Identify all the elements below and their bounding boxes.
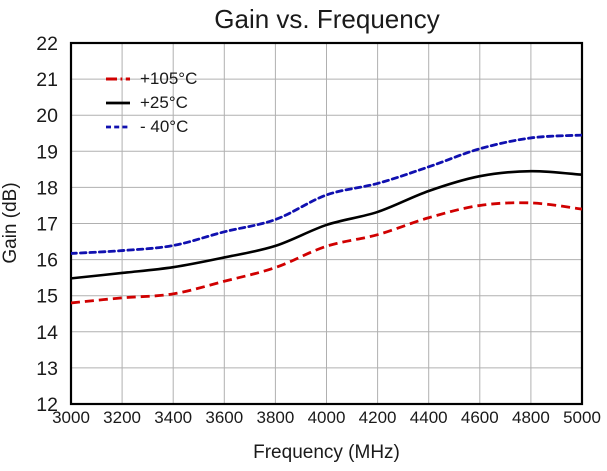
svg-text:5000: 5000 (563, 408, 601, 427)
svg-text:17: 17 (36, 214, 58, 236)
svg-text:21: 21 (36, 69, 58, 91)
svg-text:18: 18 (36, 177, 58, 199)
svg-text:4000: 4000 (308, 408, 346, 427)
svg-text:+25°C: +25°C (140, 93, 188, 112)
svg-text:- 40°C: - 40°C (140, 117, 188, 136)
svg-text:3400: 3400 (154, 408, 192, 427)
svg-text:19: 19 (36, 141, 58, 163)
svg-text:22: 22 (36, 33, 58, 55)
svg-text:Gain vs. Frequency: Gain vs. Frequency (214, 4, 439, 34)
svg-text:Frequency (MHz): Frequency (MHz) (253, 442, 400, 463)
svg-text:+105°C: +105°C (140, 69, 197, 88)
svg-text:3600: 3600 (205, 408, 243, 427)
svg-text:3800: 3800 (256, 408, 294, 427)
svg-text:4800: 4800 (512, 408, 550, 427)
svg-text:4600: 4600 (461, 408, 499, 427)
svg-text:14: 14 (36, 322, 58, 344)
svg-text:20: 20 (36, 105, 58, 127)
svg-text:3200: 3200 (103, 408, 141, 427)
svg-text:3000: 3000 (52, 408, 90, 427)
svg-text:16: 16 (36, 250, 58, 272)
svg-text:13: 13 (36, 358, 58, 380)
svg-text:Gain (dB): Gain (dB) (0, 182, 21, 263)
svg-text:15: 15 (36, 286, 58, 308)
svg-text:4400: 4400 (410, 408, 448, 427)
svg-text:4200: 4200 (359, 408, 397, 427)
